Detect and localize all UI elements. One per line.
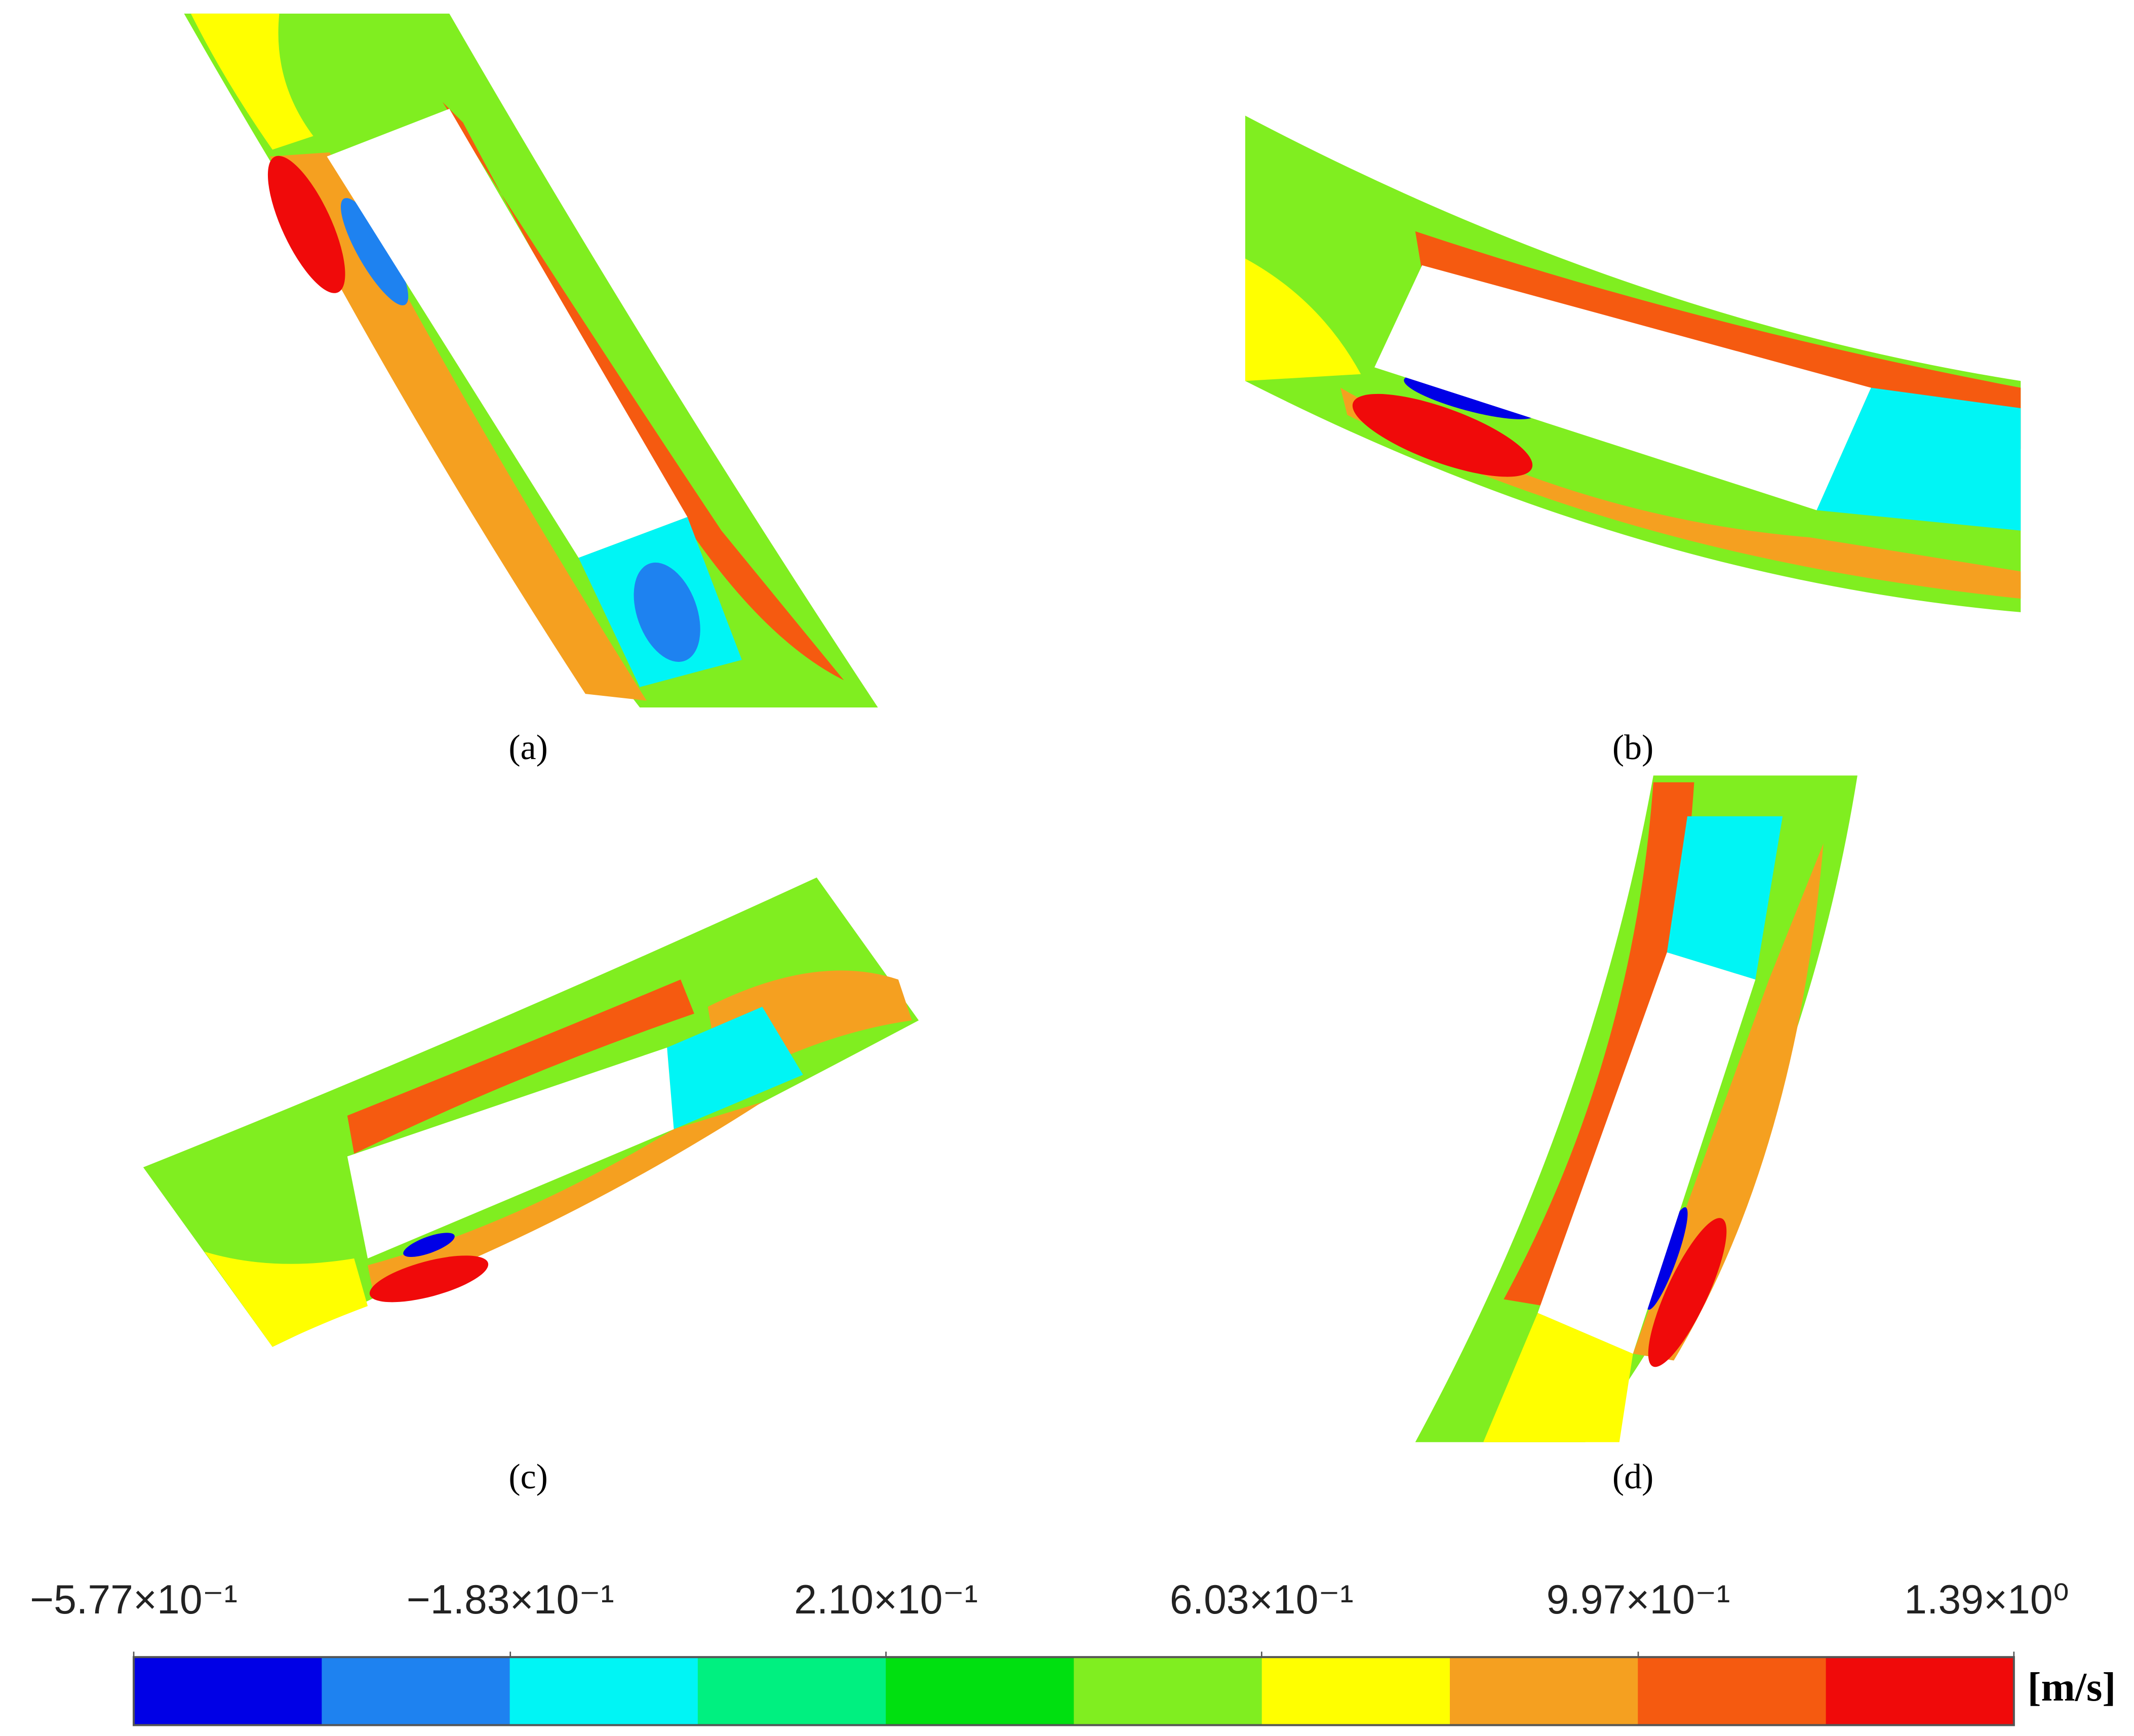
blade-hole (347, 1047, 674, 1259)
contour (347, 979, 694, 1154)
colorbar-band (1449, 1657, 1639, 1725)
contour (190, 13, 313, 150)
colorbar-band (1638, 1657, 1827, 1725)
colorbar-band (1826, 1657, 2015, 1725)
colorbar-tick-label: 2.10×10⁻¹ (794, 1577, 978, 1623)
contour (340, 198, 409, 305)
contour (1816, 387, 2021, 531)
colorbar-tick-label: −1.83×10⁻¹ (407, 1577, 614, 1623)
colorbar-band (509, 1657, 699, 1725)
contour (1352, 393, 1533, 477)
panel-label: (b) (1612, 728, 1653, 767)
colorbar-band (134, 1657, 323, 1725)
contour (1646, 1207, 1688, 1310)
contour (1340, 387, 2021, 599)
colorbar-band (886, 1657, 1075, 1725)
colorbar-frame (133, 1656, 2015, 1726)
contour (1504, 782, 1694, 1307)
contour (368, 1102, 763, 1299)
contour (634, 562, 700, 662)
colorbar-tick-label: −5.77×10⁻¹ (30, 1577, 238, 1623)
colorbar: −5.77×10⁻¹ −1.83×10⁻¹ 2.10×10⁻¹ 6.03×10⁻¹ 9.… (30, 1577, 2069, 1726)
contour (204, 1251, 368, 1347)
contour (267, 155, 345, 293)
contour-panel-d (1415, 775, 1858, 1442)
contour-panel-b (1245, 115, 2021, 612)
blade-hole (1537, 952, 1756, 1354)
panel-label: (c) (508, 1457, 548, 1496)
colorbar-band (697, 1657, 887, 1725)
panel-label: (d) (1612, 1457, 1653, 1496)
contour-panel-a (184, 13, 878, 707)
colorbar-tick-label: 6.03×10⁻¹ (1170, 1577, 1354, 1623)
colorbar-tick-label: 1.39×10⁰ (1904, 1577, 2069, 1623)
contour (403, 1233, 455, 1257)
contour (667, 1007, 803, 1129)
blade-hole (327, 108, 688, 558)
contour (369, 1255, 489, 1303)
contour-panel-c (143, 877, 919, 1347)
blade-hole (1374, 265, 1871, 510)
colorbar-band (1074, 1657, 1263, 1725)
contour (1483, 1313, 1633, 1442)
contour (1648, 1218, 1727, 1367)
contour (1667, 816, 1783, 980)
colorbar-tick-label: 9.97×10⁻¹ (1547, 1577, 1730, 1623)
colorbar-band (322, 1657, 510, 1725)
panel-label: (a) (508, 728, 548, 767)
contour (1245, 258, 1361, 381)
contour (442, 102, 844, 681)
contour (269, 152, 647, 701)
colorbar-unit: [m/s] (2028, 1665, 2116, 1710)
colorbar-band (1261, 1657, 1451, 1725)
